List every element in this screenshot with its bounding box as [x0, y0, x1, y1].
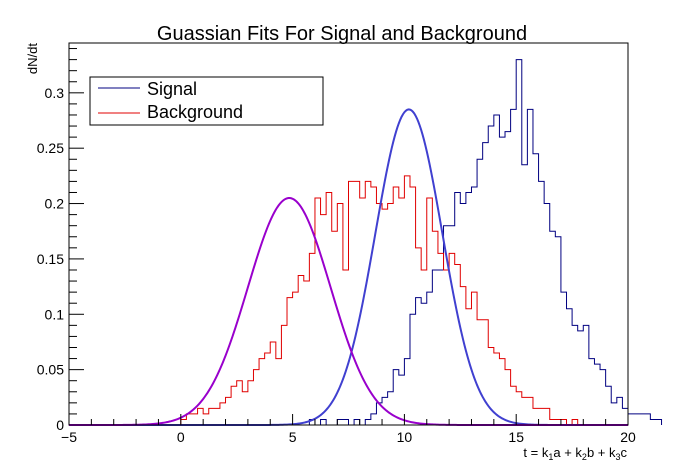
- chart-title: Guassian Fits For Signal and Background: [157, 23, 527, 45]
- y-axis-label: dN/dt: [25, 43, 40, 74]
- signal-histogram: [308, 59, 663, 426]
- legend-background-label: Background: [147, 102, 243, 122]
- legend-signal-label: Signal: [147, 79, 197, 99]
- x-axis-label-sub-3: 3: [615, 452, 620, 462]
- x-tick-label: 0: [177, 429, 185, 445]
- y-tick-label: 0.15: [37, 251, 64, 267]
- y-tick-label: 0.1: [45, 306, 65, 322]
- y-tick-label: 0.2: [45, 196, 65, 212]
- y-tick-label: 0.3: [45, 85, 65, 101]
- y-tick-label: 0: [56, 417, 64, 433]
- x-tick-label: 20: [620, 429, 636, 445]
- plot-frame: [68, 42, 629, 426]
- legend: Signal Background: [89, 76, 324, 126]
- background-histogram: [175, 175, 579, 426]
- x-tick-label: 5: [289, 429, 297, 445]
- x-tick-label: 10: [397, 429, 413, 445]
- x-tick-label: 15: [508, 429, 524, 445]
- y-tick-label: 0.05: [37, 362, 64, 378]
- x-axis-label-c: c: [621, 445, 628, 460]
- x-axis-label-sub-2: 2: [582, 452, 587, 462]
- x-tick-label: −5: [61, 429, 77, 445]
- x-axis-label-t: t = k: [523, 445, 548, 460]
- x-axis-label: t = k1a + k2b + k3c: [523, 445, 627, 462]
- y-tick-label: 0.25: [37, 140, 64, 156]
- x-axis-label-a: a + k: [553, 445, 582, 460]
- legend-box: [89, 76, 324, 126]
- x-axis-label-sub-1: 1: [548, 452, 553, 462]
- x-axis-label-b: b + k: [587, 445, 616, 460]
